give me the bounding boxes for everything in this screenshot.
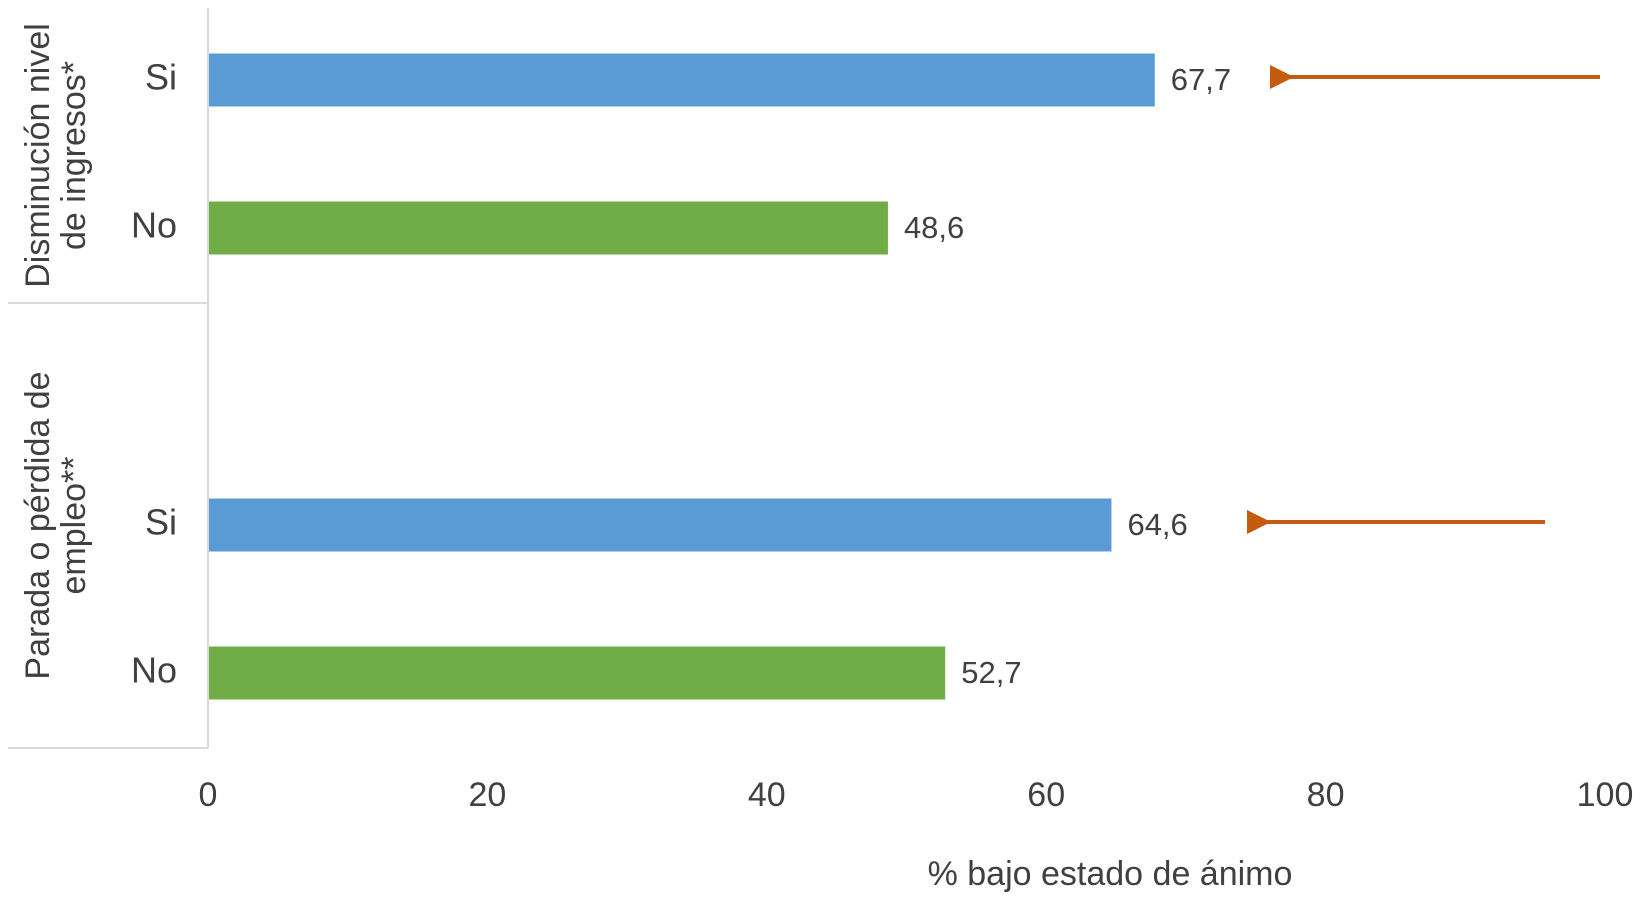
x-tick-label: 60 [1027, 776, 1065, 814]
x-tick-label: 100 [1577, 776, 1634, 814]
data-label: 52,7 [961, 655, 1021, 690]
bar-si [209, 53, 1155, 107]
data-label: 67,7 [1171, 62, 1231, 97]
x-tick-label: 20 [468, 776, 506, 814]
category-label: No [131, 205, 177, 246]
group-label: Parada o pérdida de [19, 371, 57, 679]
group-label: de ingresos* [55, 61, 93, 250]
x-tick-label: 0 [199, 776, 218, 814]
group-label: empleo** [55, 457, 93, 595]
x-axis-title: % bajo estado de ánimo [928, 855, 1293, 893]
bar-no [209, 646, 946, 700]
chart-arrows [1247, 65, 1600, 534]
x-tick-label: 40 [748, 776, 786, 814]
group-label: Disminución nivel [19, 23, 57, 288]
category-label: No [131, 650, 177, 691]
bar-no [209, 201, 888, 255]
data-label: 64,6 [1127, 507, 1187, 542]
chart-bars [209, 53, 1155, 700]
category-label: Si [145, 502, 177, 543]
chart-axes: 0 20 40 60 80 100 [8, 8, 1633, 814]
bar-si [209, 498, 1112, 552]
data-label: 48,6 [904, 210, 964, 245]
category-label: Si [145, 57, 177, 98]
x-tick-label: 80 [1307, 776, 1345, 814]
